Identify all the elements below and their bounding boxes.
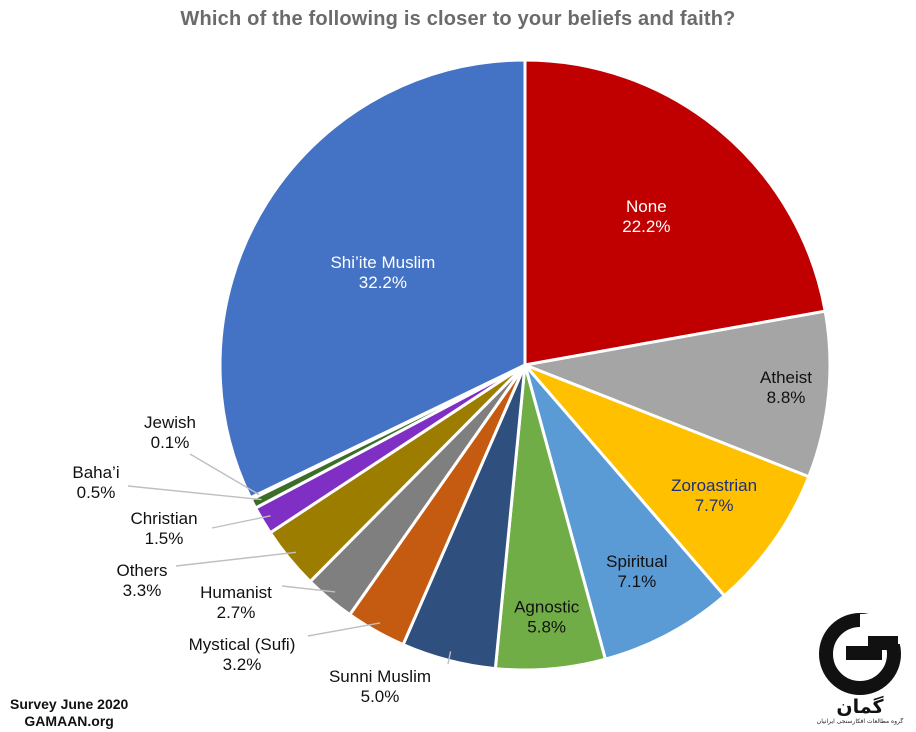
- pie-slice-shi-ite-muslim: [218, 58, 527, 500]
- logo-mark: [819, 613, 914, 695]
- slice-value-humanist: 2.7%: [217, 603, 256, 622]
- slice-label-shi-ite-muslim: Shi’ite Muslim: [330, 253, 435, 272]
- pie-slice-zoroastrian: [523, 363, 811, 598]
- leader-line-mystical-sufi: [307, 622, 381, 637]
- slice-label-sunni-muslim: Sunni Muslim: [329, 667, 431, 686]
- chart-title: Which of the following is closer to your…: [180, 8, 736, 30]
- slice-label-atheist: Atheist: [760, 368, 812, 387]
- slice-label-mystical-sufi: Mystical (Sufi): [189, 635, 296, 654]
- leader-line-humanist: [281, 585, 336, 593]
- slice-label-agnostic: Agnostic: [514, 597, 580, 616]
- logo-wordmark: گمان: [836, 696, 884, 718]
- slice-value-spiritual: 7.1%: [618, 572, 657, 591]
- slice-label-jewish: Jewish: [144, 413, 196, 432]
- slice-value-others: 3.3%: [123, 581, 162, 600]
- slice-label-christian: Christian: [130, 509, 197, 528]
- gamaan-logo: گمان گروه مطالعات افکارسنجی ایرانیان: [806, 612, 914, 730]
- leader-line-baha-i: [127, 485, 262, 501]
- pie-slice-none: [523, 58, 827, 367]
- survey-date: Survey June 2020: [10, 696, 129, 712]
- pie-slices: [218, 58, 832, 672]
- slice-value-jewish: 0.1%: [151, 433, 190, 452]
- slice-value-agnostic: 5.8%: [527, 617, 566, 636]
- logo-subtitle: گروه مطالعات افکارسنجی ایرانیان: [816, 718, 904, 725]
- slice-label-humanist: Humanist: [200, 583, 272, 602]
- slice-value-mystical-sufi: 3.2%: [223, 655, 262, 674]
- slice-value-christian: 1.5%: [145, 529, 184, 548]
- leader-line-others: [175, 551, 297, 567]
- slice-label-spiritual: Spiritual: [606, 552, 667, 571]
- slice-value-atheist: 8.8%: [767, 388, 806, 407]
- slice-value-shi-ite-muslim: 32.2%: [359, 273, 407, 292]
- slice-label-baha-i: Baha’i: [72, 463, 119, 482]
- slice-value-zoroastrian: 7.7%: [695, 496, 734, 515]
- slice-label-none: None: [626, 197, 667, 216]
- leader-line-sunni-muslim: [447, 651, 452, 665]
- pie-slice-atheist: [523, 309, 832, 479]
- pie-slice-spiritual: [523, 363, 726, 661]
- source-note: Survey June 2020 GAMAAN.org: [10, 696, 128, 730]
- leader-lines: [127, 453, 452, 665]
- slice-value-baha-i: 0.5%: [77, 483, 116, 502]
- leader-line-christian: [211, 515, 271, 529]
- slice-label-others: Others: [116, 561, 167, 580]
- slice-label-zoroastrian: Zoroastrian: [671, 476, 757, 495]
- source-site: GAMAAN.org: [24, 713, 114, 729]
- slice-value-none: 22.2%: [622, 217, 670, 236]
- leader-line-jewish: [189, 453, 260, 496]
- slice-value-sunni-muslim: 5.0%: [361, 687, 400, 706]
